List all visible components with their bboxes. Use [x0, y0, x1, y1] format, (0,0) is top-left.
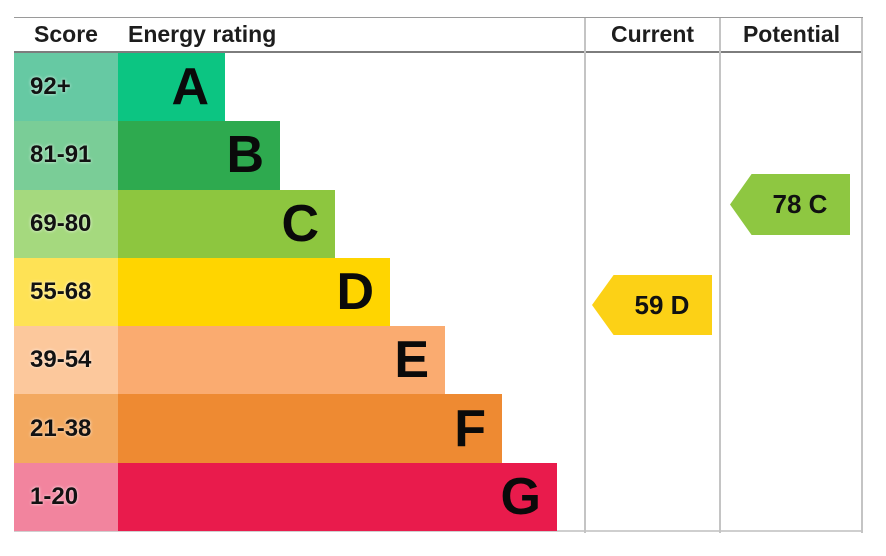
score-range-c: 69-80	[14, 189, 118, 258]
header-row: Score Energy rating Current Potential	[14, 18, 863, 53]
band-row-e: 39-54 E	[14, 326, 585, 395]
band-row-a: 92+ A	[14, 53, 585, 122]
score-range-a: 92+	[14, 53, 118, 122]
divider-current-potential	[719, 18, 721, 533]
band-row-c: 69-80 C	[14, 189, 585, 258]
score-range-f: 21-38	[14, 394, 118, 463]
header-score: Score	[34, 21, 98, 47]
band-bar-f: F	[118, 394, 502, 463]
band-bar-a: A	[118, 53, 225, 122]
score-range-b: 81-91	[14, 121, 118, 190]
band-bar-c: C	[118, 189, 335, 258]
chart-frame: Score Energy rating Current Potential 92…	[14, 17, 863, 533]
band-row-f: 21-38 F	[14, 394, 585, 463]
band-bar-g: G	[118, 462, 557, 531]
current-rating-arrow-icon: 59 D	[592, 275, 712, 335]
rating-bands: 92+ A 81-91 B 69-80 C 55-68 D 39-54 E 21…	[14, 53, 585, 531]
band-bar-d: D	[118, 257, 390, 327]
header-energy-rating: Energy rating	[128, 21, 277, 47]
score-range-d: 55-68	[14, 257, 118, 327]
band-row-b: 81-91 B	[14, 121, 585, 190]
band-row-g: 1-20 G	[14, 462, 585, 531]
potential-rating-arrow-icon: 78 C	[730, 174, 850, 235]
header-current: Current	[610, 21, 695, 47]
header-potential: Potential	[742, 21, 841, 47]
score-range-g: 1-20	[14, 462, 118, 531]
divider-current-left	[584, 18, 586, 533]
divider-right-edge	[861, 18, 863, 533]
band-bar-b: B	[118, 121, 280, 190]
score-range-e: 39-54	[14, 326, 118, 395]
band-row-d: 55-68 D	[14, 257, 585, 327]
band-bar-e: E	[118, 326, 445, 395]
